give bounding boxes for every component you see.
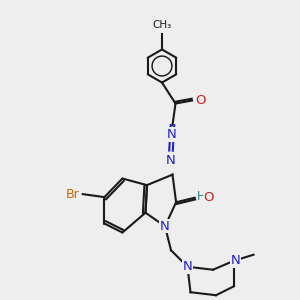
Text: N: N <box>167 128 177 141</box>
Text: N: N <box>166 154 175 166</box>
Text: N: N <box>160 220 170 233</box>
Text: N: N <box>183 260 192 273</box>
Text: O: O <box>196 94 206 107</box>
Text: N: N <box>231 254 240 267</box>
Text: CH₃: CH₃ <box>152 20 172 30</box>
Text: Br: Br <box>65 188 79 201</box>
Text: O: O <box>203 191 214 204</box>
Text: H: H <box>197 190 206 203</box>
